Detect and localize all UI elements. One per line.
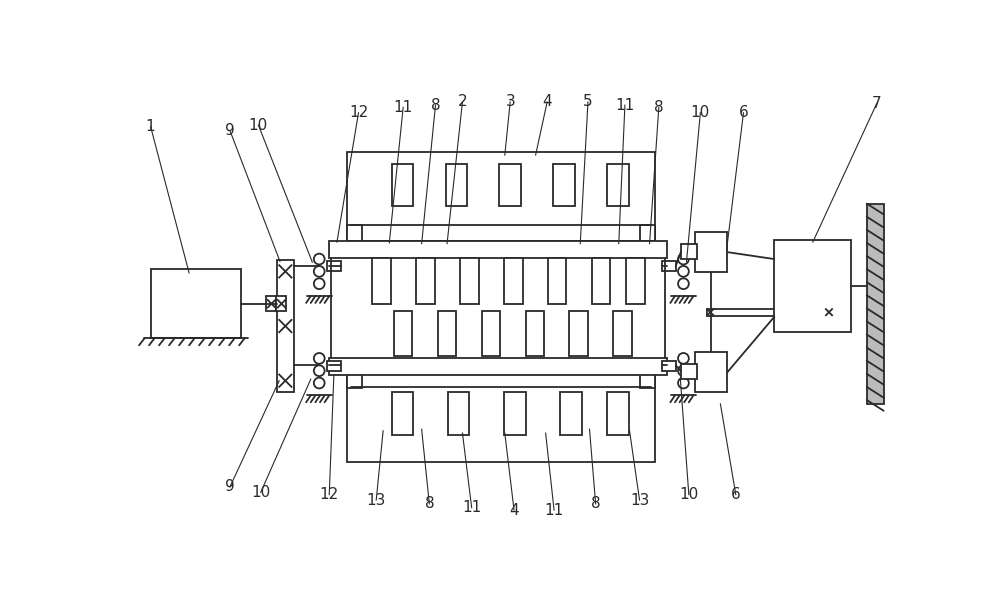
Bar bbox=[607, 392, 629, 435]
Bar bbox=[607, 164, 629, 206]
Bar bbox=[482, 311, 500, 356]
Text: 3: 3 bbox=[505, 95, 515, 110]
Text: 8: 8 bbox=[431, 98, 440, 113]
Circle shape bbox=[678, 378, 689, 388]
Bar bbox=[640, 225, 655, 241]
Bar bbox=[662, 261, 676, 271]
Bar bbox=[553, 164, 575, 206]
Text: 4: 4 bbox=[509, 502, 519, 518]
Bar bbox=[347, 373, 655, 462]
Bar bbox=[460, 258, 479, 304]
Text: 10: 10 bbox=[691, 105, 710, 120]
Text: 10: 10 bbox=[251, 485, 270, 500]
Text: 5: 5 bbox=[583, 95, 593, 110]
Bar bbox=[867, 204, 884, 404]
Bar bbox=[347, 373, 362, 388]
Bar bbox=[329, 358, 666, 375]
Text: 11: 11 bbox=[615, 98, 635, 113]
Bar bbox=[438, 311, 456, 356]
Bar bbox=[446, 164, 467, 206]
Text: 8: 8 bbox=[591, 496, 600, 511]
Bar bbox=[560, 392, 582, 435]
Bar bbox=[548, 258, 566, 304]
Bar bbox=[266, 296, 276, 311]
Bar bbox=[416, 258, 435, 304]
Text: 4: 4 bbox=[542, 95, 552, 110]
Circle shape bbox=[314, 266, 325, 277]
Text: 12: 12 bbox=[320, 487, 339, 502]
Text: 11: 11 bbox=[394, 100, 413, 115]
Circle shape bbox=[678, 254, 689, 264]
Circle shape bbox=[314, 254, 325, 264]
Circle shape bbox=[678, 266, 689, 277]
Bar bbox=[327, 261, 341, 271]
Bar bbox=[394, 311, 412, 356]
Text: 12: 12 bbox=[349, 105, 368, 120]
Circle shape bbox=[678, 353, 689, 364]
Text: 10: 10 bbox=[679, 487, 698, 502]
Bar bbox=[151, 269, 241, 338]
Circle shape bbox=[314, 378, 325, 388]
Bar bbox=[569, 311, 588, 356]
Text: 10: 10 bbox=[249, 118, 268, 133]
Bar bbox=[499, 164, 521, 206]
Text: 11: 11 bbox=[544, 502, 564, 518]
Text: 1: 1 bbox=[146, 119, 155, 134]
Bar bbox=[526, 311, 544, 356]
Text: 13: 13 bbox=[630, 493, 649, 508]
Bar bbox=[774, 240, 851, 332]
Circle shape bbox=[678, 365, 689, 376]
Bar bbox=[372, 258, 391, 304]
Text: 13: 13 bbox=[367, 493, 386, 508]
Bar bbox=[327, 361, 341, 371]
Bar bbox=[592, 258, 610, 304]
Bar bbox=[448, 392, 469, 435]
Bar bbox=[681, 244, 697, 259]
Bar bbox=[392, 164, 413, 206]
Bar bbox=[640, 373, 655, 388]
Text: 6: 6 bbox=[739, 105, 748, 120]
Bar bbox=[392, 392, 413, 435]
Bar bbox=[707, 309, 831, 316]
Text: 8: 8 bbox=[654, 100, 664, 115]
Bar bbox=[347, 152, 655, 241]
Text: 9: 9 bbox=[225, 123, 235, 138]
Bar bbox=[681, 364, 697, 379]
Text: 11: 11 bbox=[462, 501, 481, 515]
Text: 9: 9 bbox=[225, 479, 235, 494]
Circle shape bbox=[314, 365, 325, 376]
Bar bbox=[277, 260, 294, 392]
Bar bbox=[504, 258, 523, 304]
Bar bbox=[329, 241, 666, 258]
Bar bbox=[695, 352, 727, 392]
Bar bbox=[626, 258, 645, 304]
Bar bbox=[695, 232, 727, 272]
Circle shape bbox=[314, 278, 325, 289]
Text: 6: 6 bbox=[731, 487, 741, 502]
Text: 2: 2 bbox=[458, 95, 467, 110]
Circle shape bbox=[678, 278, 689, 289]
Bar bbox=[347, 225, 362, 241]
Bar bbox=[504, 392, 526, 435]
Bar bbox=[662, 361, 676, 371]
Text: 7: 7 bbox=[872, 96, 882, 111]
Bar bbox=[276, 296, 286, 311]
Text: 8: 8 bbox=[425, 496, 434, 511]
Circle shape bbox=[314, 353, 325, 364]
Bar bbox=[613, 311, 632, 356]
